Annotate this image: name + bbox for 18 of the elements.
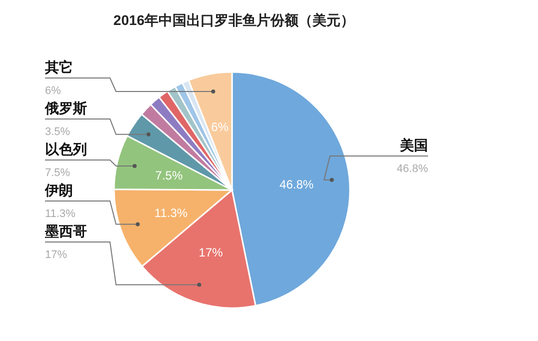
data-label: 7.5% xyxy=(155,168,183,182)
data-label: 46.8% xyxy=(280,177,314,192)
slice-label: 俄罗斯 xyxy=(44,100,87,116)
slice-label: 其它 xyxy=(44,59,73,75)
data-label: 3.5% xyxy=(45,126,70,138)
text: 6% xyxy=(45,85,61,97)
text: 46.8% xyxy=(396,163,428,175)
data-label: 6% xyxy=(211,120,229,134)
data-label: 11.3% xyxy=(154,206,188,220)
slice-label: 美国 xyxy=(399,137,428,153)
data-label: 17% xyxy=(198,245,224,260)
text: 17% xyxy=(45,249,68,261)
slice-label: 墨西哥 xyxy=(44,223,87,239)
slice-label: 以色列 xyxy=(45,141,87,157)
text: 11.3% xyxy=(45,208,76,220)
chart-title: 2016年中国出口罗非鱼片份额（美元） xyxy=(113,12,355,28)
slice-label: 伊朗 xyxy=(44,182,73,198)
text: 7.5% xyxy=(45,167,70,179)
